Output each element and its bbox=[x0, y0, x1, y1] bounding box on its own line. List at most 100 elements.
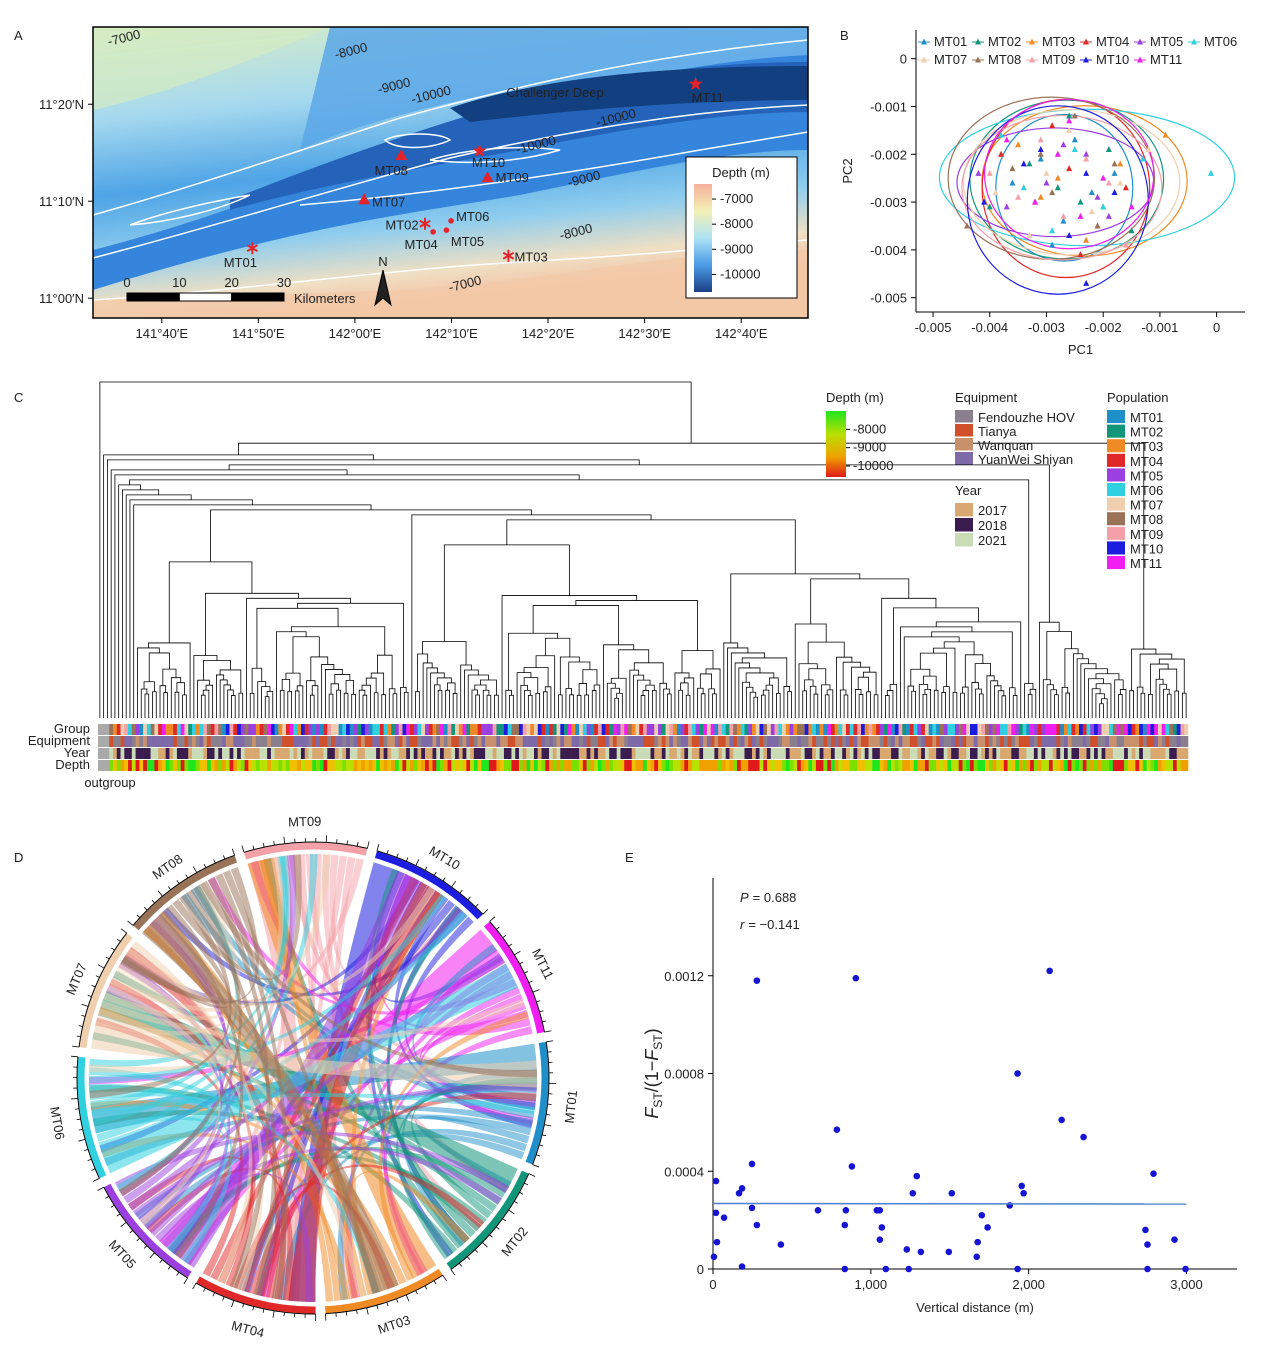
annotation-cell bbox=[966, 724, 971, 735]
annotation-cell bbox=[815, 724, 820, 735]
annotation-cell bbox=[958, 748, 963, 759]
branch bbox=[523, 667, 549, 687]
branch bbox=[924, 688, 931, 718]
sector-tick bbox=[546, 1040, 554, 1043]
annotation-cell bbox=[1007, 760, 1012, 771]
sector-tick bbox=[222, 1296, 225, 1301]
annotation-cell bbox=[906, 724, 911, 735]
annotation-cell bbox=[1172, 724, 1178, 735]
annotation-cell bbox=[800, 724, 805, 735]
annotation-cell bbox=[432, 724, 437, 735]
annotation-cell bbox=[612, 736, 617, 747]
annotation-cell bbox=[188, 748, 193, 759]
legend-label: YuanWei Shiyan bbox=[978, 452, 1073, 467]
annotation-cell bbox=[902, 736, 907, 747]
sector-tick bbox=[111, 947, 115, 951]
y-axis-label: PC2 bbox=[840, 158, 855, 183]
annotation-cell bbox=[207, 760, 212, 771]
annotation-cell bbox=[428, 724, 433, 735]
annotation-cell bbox=[800, 760, 805, 771]
annotation-cell bbox=[733, 748, 738, 759]
annotation-cell bbox=[770, 736, 775, 747]
annotation-cell bbox=[917, 736, 922, 747]
annotation-cell bbox=[150, 724, 155, 735]
annotation-cell bbox=[1037, 748, 1042, 759]
annotation-cell bbox=[789, 736, 794, 747]
legend-label: 2017 bbox=[978, 503, 1007, 518]
annotation-cell bbox=[845, 748, 851, 759]
annotation-cell bbox=[300, 736, 306, 747]
branch bbox=[584, 694, 589, 718]
annotation-cell bbox=[120, 748, 125, 759]
legend-swatch bbox=[955, 452, 973, 465]
annotation-cell bbox=[1112, 736, 1117, 747]
branch bbox=[182, 694, 187, 718]
annotation-cell bbox=[635, 748, 640, 759]
annotation-cell bbox=[1022, 748, 1027, 759]
annotation-cell bbox=[402, 760, 407, 771]
annotation-cell bbox=[1176, 748, 1181, 759]
annotation-cell bbox=[691, 736, 696, 747]
chord-wide bbox=[288, 881, 444, 1302]
sector-tick bbox=[458, 1262, 463, 1267]
legend-marker bbox=[975, 38, 981, 45]
annotation-cell bbox=[872, 760, 877, 771]
branch bbox=[251, 667, 263, 694]
branch bbox=[1054, 694, 1059, 718]
branch bbox=[606, 682, 616, 718]
branch bbox=[824, 694, 830, 718]
annotation-cell bbox=[229, 724, 234, 735]
annotation-cell bbox=[101, 736, 106, 747]
annotation-cell bbox=[575, 736, 580, 747]
annotation-cell bbox=[203, 748, 208, 759]
x-tick-label: 141°50′E bbox=[232, 326, 285, 341]
annotation-cell bbox=[661, 760, 666, 771]
branch bbox=[826, 689, 834, 718]
annotation-cell bbox=[188, 760, 193, 771]
point bbox=[848, 1163, 856, 1170]
annotation-cell bbox=[646, 736, 651, 747]
annotation-cell bbox=[676, 724, 681, 735]
annotation-cell bbox=[473, 736, 478, 747]
branch bbox=[1163, 688, 1170, 718]
annotation-cell bbox=[992, 724, 997, 735]
site-label: MT06 bbox=[456, 209, 489, 224]
point bbox=[1171, 1236, 1178, 1243]
sector-tick bbox=[386, 1302, 389, 1307]
annotation-cell bbox=[413, 724, 418, 735]
annotation-cell bbox=[391, 736, 396, 747]
annotation-cell bbox=[861, 736, 866, 747]
annotation-cell bbox=[349, 736, 354, 747]
annotation-cell bbox=[977, 724, 982, 735]
annotation-cell bbox=[191, 748, 197, 759]
annotation-cell bbox=[1135, 748, 1140, 759]
annotation-cell bbox=[575, 748, 580, 759]
annotation-cell bbox=[1030, 760, 1035, 771]
annotation-cell bbox=[864, 724, 869, 735]
y-label-sub: ST bbox=[651, 1034, 665, 1050]
point bbox=[1043, 179, 1050, 186]
point bbox=[1162, 131, 1169, 138]
annotation-cell bbox=[729, 724, 734, 735]
annotation-cell bbox=[996, 736, 1001, 747]
branch bbox=[931, 631, 1013, 688]
branch bbox=[257, 681, 267, 718]
annotation-cell bbox=[135, 736, 140, 747]
point bbox=[1111, 160, 1118, 167]
annotation-cell bbox=[1033, 760, 1038, 771]
annotation-cell bbox=[962, 724, 967, 735]
sector-label: MT07 bbox=[63, 961, 90, 997]
annotation-cell bbox=[549, 724, 554, 735]
annotation-cell bbox=[635, 760, 640, 771]
branch bbox=[565, 688, 572, 718]
point bbox=[1182, 1265, 1189, 1273]
outgroup-label: outgroup bbox=[84, 775, 135, 790]
annotation-cell bbox=[939, 760, 944, 771]
annotation-cell bbox=[244, 760, 249, 771]
annotation-cell bbox=[575, 724, 580, 735]
annotation-cell bbox=[1150, 760, 1155, 771]
annotation-cell bbox=[567, 736, 572, 747]
annotation-cell bbox=[947, 748, 952, 759]
point bbox=[1111, 189, 1118, 196]
annotation-cell bbox=[838, 760, 843, 771]
